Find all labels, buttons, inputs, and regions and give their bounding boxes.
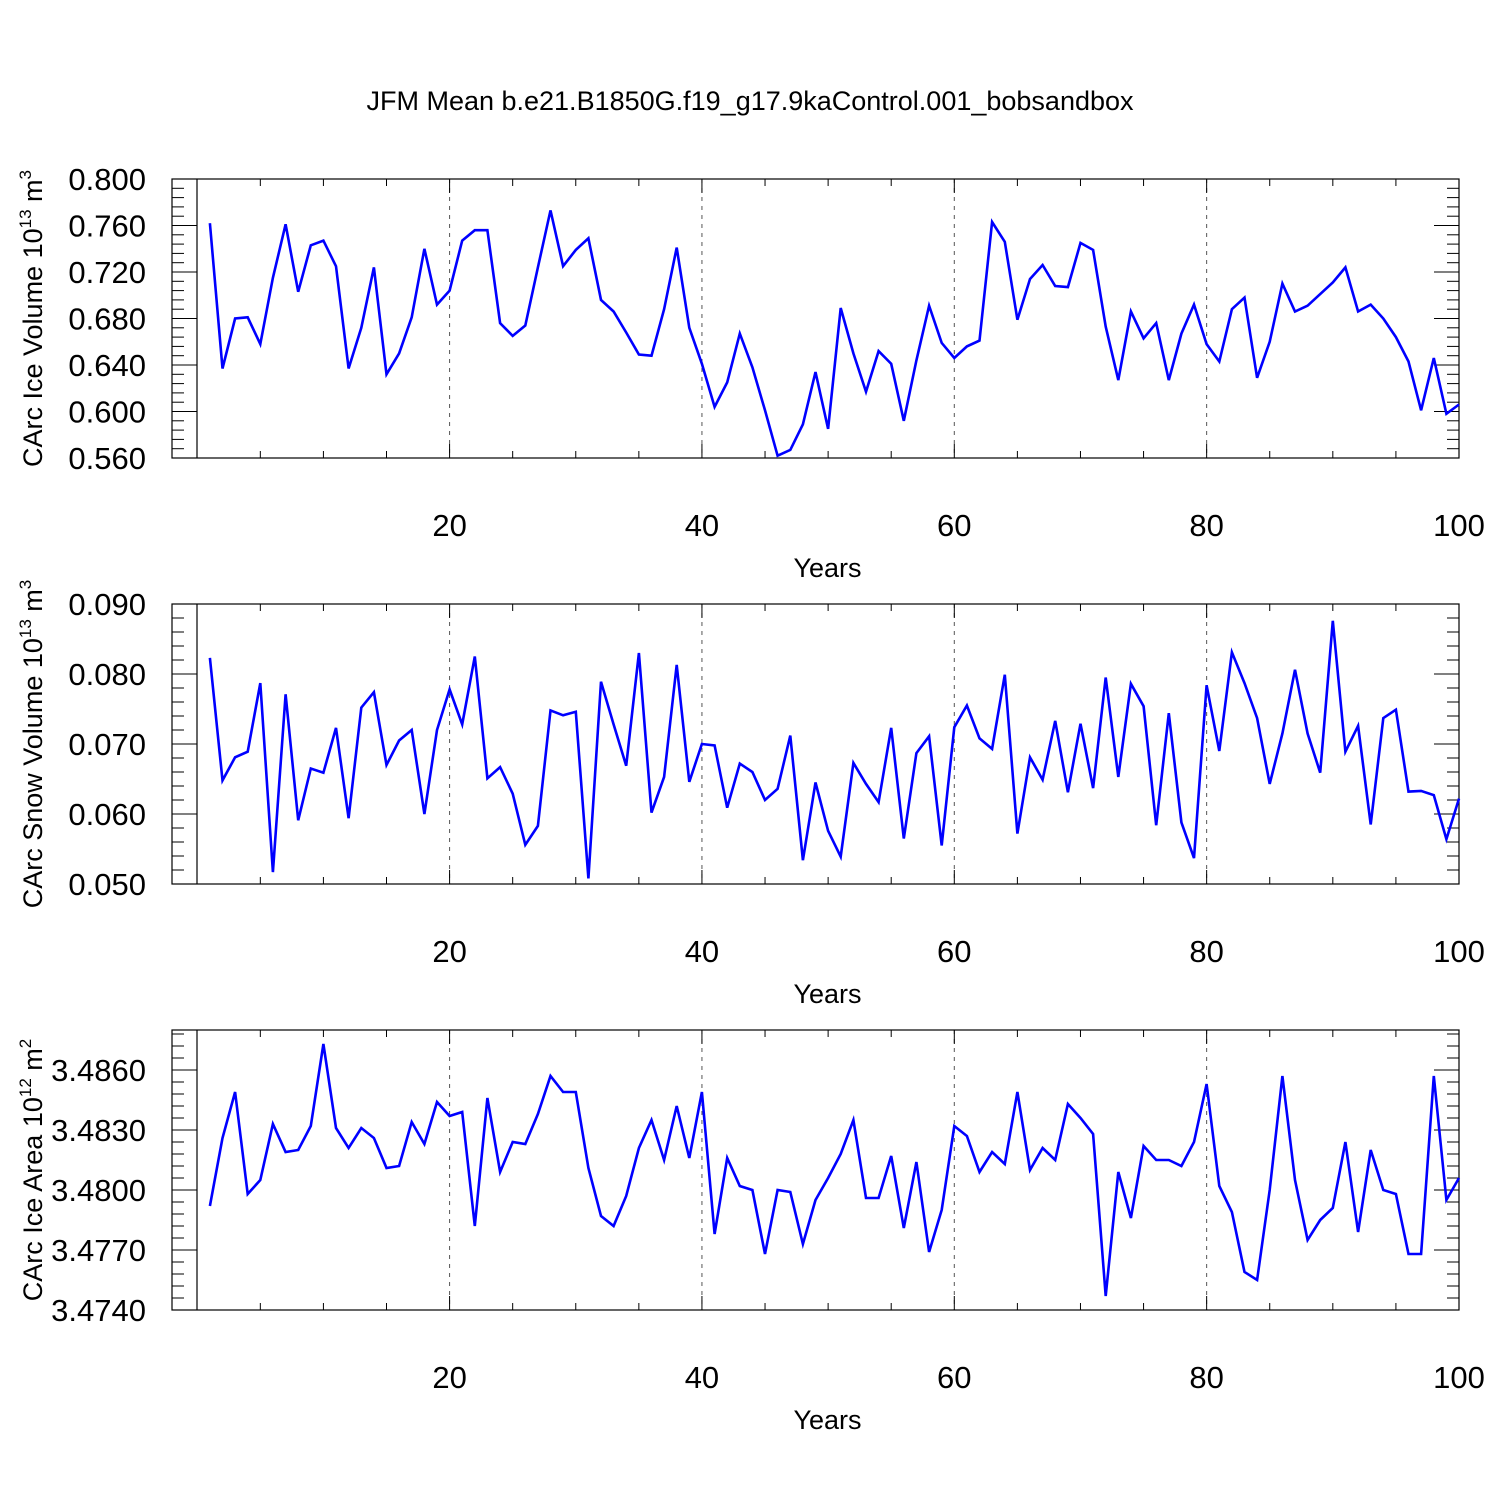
x-axis-title: Years <box>793 979 861 1009</box>
y-axis-title-superscript: 3 <box>16 170 35 179</box>
x-tick-label: 100 <box>1433 1360 1485 1395</box>
x-tick-label: 20 <box>432 934 466 969</box>
x-tick-label: 40 <box>685 508 719 543</box>
y-tick-label: 0.800 <box>68 162 146 197</box>
y-tick-label: 0.600 <box>68 395 146 430</box>
y-axis-title-superscript: 3 <box>16 580 35 589</box>
y-axis-title: CArc Snow Volume 1013 m3 <box>16 580 48 909</box>
y-tick-label: 3.4800 <box>51 1173 146 1208</box>
x-tick-label: 80 <box>1189 508 1223 543</box>
x-tick-label: 60 <box>937 1360 971 1395</box>
y-axis-title: CArc Ice Area 1012 m2 <box>16 1039 48 1302</box>
x-tick-label: 60 <box>937 508 971 543</box>
y-tick-label: 3.4860 <box>51 1053 146 1088</box>
y-tick-label: 0.070 <box>68 727 146 762</box>
x-axis-title: Years <box>793 1405 861 1435</box>
y-axis-title-superscript: 13 <box>16 209 35 228</box>
y-axis-title-part: m <box>18 179 48 209</box>
y-tick-label: 0.640 <box>68 348 146 383</box>
y-tick-label: 0.060 <box>68 797 146 832</box>
x-tick-label: 100 <box>1433 934 1485 969</box>
x-axis-title: Years <box>793 553 861 583</box>
x-tick-label: 40 <box>685 1360 719 1395</box>
y-tick-label: 3.4740 <box>51 1293 146 1328</box>
x-tick-label: 40 <box>685 934 719 969</box>
plot-frame <box>171 1029 1460 1311</box>
chart-title: JFM Mean b.e21.B1850G.f19_g17.9kaControl… <box>366 86 1134 116</box>
x-tick-label: 60 <box>937 934 971 969</box>
x-tick-label: 20 <box>432 1360 466 1395</box>
y-tick-label: 0.560 <box>68 441 146 476</box>
series-line-ice-area <box>208 1043 1461 1297</box>
y-tick-label: 0.080 <box>68 657 146 692</box>
y-tick-label: 0.050 <box>68 867 146 902</box>
panel-ice-volume: 20 40 60 80 100 0.560 0.600 0.640 0.680 0.720 0.76… <box>16 162 1485 583</box>
series-line-ice-volume <box>208 210 1460 458</box>
y-axis-title-superscript: 13 <box>16 619 35 638</box>
y-axis-title: CArc Ice Volume 1013 m3 <box>16 170 48 467</box>
y-axis-title-part: CArc Snow Volume 10 <box>18 638 48 908</box>
x-tick-label: 80 <box>1189 1360 1223 1395</box>
panel-ice-area: 20 40 60 80 100 3.4740 3.4770 3.4800 3.4830 3.486… <box>16 1029 1485 1435</box>
x-tick-label: 20 <box>432 508 466 543</box>
x-tick-label: 100 <box>1433 508 1485 543</box>
y-tick-label: 0.720 <box>68 255 146 290</box>
y-tick-label: 0.680 <box>68 302 146 337</box>
x-tick-label: 80 <box>1189 934 1223 969</box>
y-tick-label: 3.4770 <box>51 1233 146 1268</box>
y-tick-label: 0.090 <box>68 587 146 622</box>
plot-frame <box>171 603 1460 885</box>
y-tick-label: 0.760 <box>68 209 146 244</box>
y-axis-title-part: m <box>18 1048 48 1078</box>
panel-snow-volume: 20 40 60 80 100 0.050 0.060 0.070 0.080 0.090 Year… <box>16 580 1485 1009</box>
y-axis-title-superscript: 12 <box>16 1078 35 1097</box>
y-axis-title-part: m <box>18 589 48 619</box>
y-axis-title-superscript: 2 <box>16 1039 35 1048</box>
y-axis-title-part: CArc Ice Volume 10 <box>18 228 48 467</box>
y-axis-title-part: CArc Ice Area 10 <box>18 1097 48 1301</box>
series-line-snow-volume <box>208 620 1461 879</box>
y-tick-label: 3.4830 <box>51 1113 146 1148</box>
plot-frame <box>171 178 1460 459</box>
